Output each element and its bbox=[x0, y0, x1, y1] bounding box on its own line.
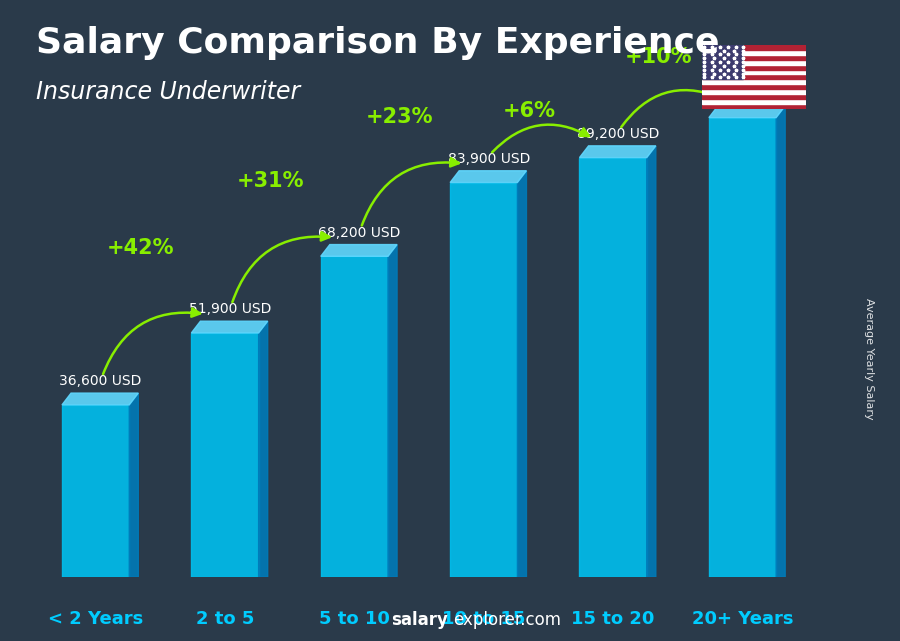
Polygon shape bbox=[518, 171, 526, 577]
Polygon shape bbox=[709, 106, 785, 118]
Bar bbox=[702, 85, 806, 89]
Text: 2 to 5: 2 to 5 bbox=[196, 610, 254, 628]
Polygon shape bbox=[320, 245, 397, 256]
Text: 15 to 20: 15 to 20 bbox=[572, 610, 655, 628]
Polygon shape bbox=[320, 256, 388, 577]
Text: Average Yearly Salary: Average Yearly Salary bbox=[863, 298, 874, 420]
Text: 68,200 USD: 68,200 USD bbox=[319, 226, 400, 240]
Bar bbox=[702, 50, 806, 54]
Polygon shape bbox=[776, 106, 785, 577]
Polygon shape bbox=[450, 183, 518, 577]
Polygon shape bbox=[192, 321, 267, 333]
Text: +10%: +10% bbox=[625, 47, 692, 67]
Text: 51,900 USD: 51,900 USD bbox=[189, 303, 271, 317]
Polygon shape bbox=[450, 171, 526, 183]
Text: +6%: +6% bbox=[502, 101, 555, 121]
Bar bbox=[702, 74, 806, 79]
Text: 89,200 USD: 89,200 USD bbox=[577, 127, 660, 141]
Text: Salary Comparison By Experience: Salary Comparison By Experience bbox=[36, 26, 719, 60]
Text: +42%: +42% bbox=[107, 238, 175, 258]
Bar bbox=[702, 89, 806, 94]
Bar bbox=[702, 94, 806, 99]
Polygon shape bbox=[580, 146, 656, 158]
Text: < 2 Years: < 2 Years bbox=[48, 610, 143, 628]
Text: +31%: +31% bbox=[237, 171, 304, 191]
Polygon shape bbox=[647, 146, 656, 577]
Text: salary: salary bbox=[392, 612, 448, 629]
Bar bbox=[702, 65, 806, 69]
Polygon shape bbox=[388, 245, 397, 577]
Bar bbox=[702, 79, 806, 85]
Polygon shape bbox=[258, 321, 267, 577]
Bar bbox=[702, 45, 806, 50]
Polygon shape bbox=[62, 393, 139, 405]
Text: explorer.com: explorer.com bbox=[453, 612, 561, 629]
Polygon shape bbox=[62, 405, 130, 577]
Bar bbox=[702, 69, 806, 74]
Text: 5 to 10: 5 to 10 bbox=[319, 610, 390, 628]
Text: 36,600 USD: 36,600 USD bbox=[59, 374, 142, 388]
Polygon shape bbox=[130, 393, 139, 577]
Text: Insurance Underwriter: Insurance Underwriter bbox=[36, 80, 301, 104]
Bar bbox=[702, 54, 806, 60]
Text: 83,900 USD: 83,900 USD bbox=[447, 152, 530, 166]
Bar bbox=[702, 104, 806, 109]
Polygon shape bbox=[580, 158, 647, 577]
Bar bbox=[702, 45, 743, 79]
Text: 20+ Years: 20+ Years bbox=[692, 610, 793, 628]
Text: 97,700 USD: 97,700 USD bbox=[706, 87, 788, 101]
Bar bbox=[702, 99, 806, 104]
Polygon shape bbox=[192, 333, 258, 577]
Text: +23%: +23% bbox=[366, 106, 434, 127]
Text: 10 to 15: 10 to 15 bbox=[442, 610, 526, 628]
Polygon shape bbox=[709, 118, 776, 577]
Bar bbox=[702, 60, 806, 65]
